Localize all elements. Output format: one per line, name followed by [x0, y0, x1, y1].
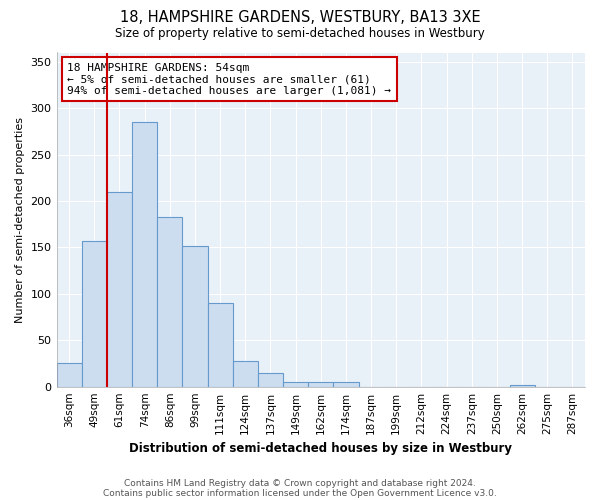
Text: Size of property relative to semi-detached houses in Westbury: Size of property relative to semi-detach… — [115, 28, 485, 40]
Text: 18, HAMPSHIRE GARDENS, WESTBURY, BA13 3XE: 18, HAMPSHIRE GARDENS, WESTBURY, BA13 3X… — [119, 10, 481, 25]
Bar — [157, 217, 182, 386]
Bar — [334, 382, 359, 386]
Y-axis label: Number of semi-detached properties: Number of semi-detached properties — [15, 116, 25, 322]
Bar — [182, 246, 208, 386]
Bar — [208, 303, 233, 386]
Bar — [258, 373, 283, 386]
Text: Contains public sector information licensed under the Open Government Licence v3: Contains public sector information licen… — [103, 488, 497, 498]
Bar — [132, 122, 157, 386]
Bar — [82, 241, 107, 386]
Bar — [509, 385, 535, 386]
Text: Contains HM Land Registry data © Crown copyright and database right 2024.: Contains HM Land Registry data © Crown c… — [124, 478, 476, 488]
Bar — [56, 364, 82, 386]
Bar — [308, 382, 334, 386]
Bar — [233, 360, 258, 386]
Bar — [283, 382, 308, 386]
X-axis label: Distribution of semi-detached houses by size in Westbury: Distribution of semi-detached houses by … — [129, 442, 512, 455]
Text: 18 HAMPSHIRE GARDENS: 54sqm
← 5% of semi-detached houses are smaller (61)
94% of: 18 HAMPSHIRE GARDENS: 54sqm ← 5% of semi… — [67, 62, 391, 96]
Bar — [107, 192, 132, 386]
